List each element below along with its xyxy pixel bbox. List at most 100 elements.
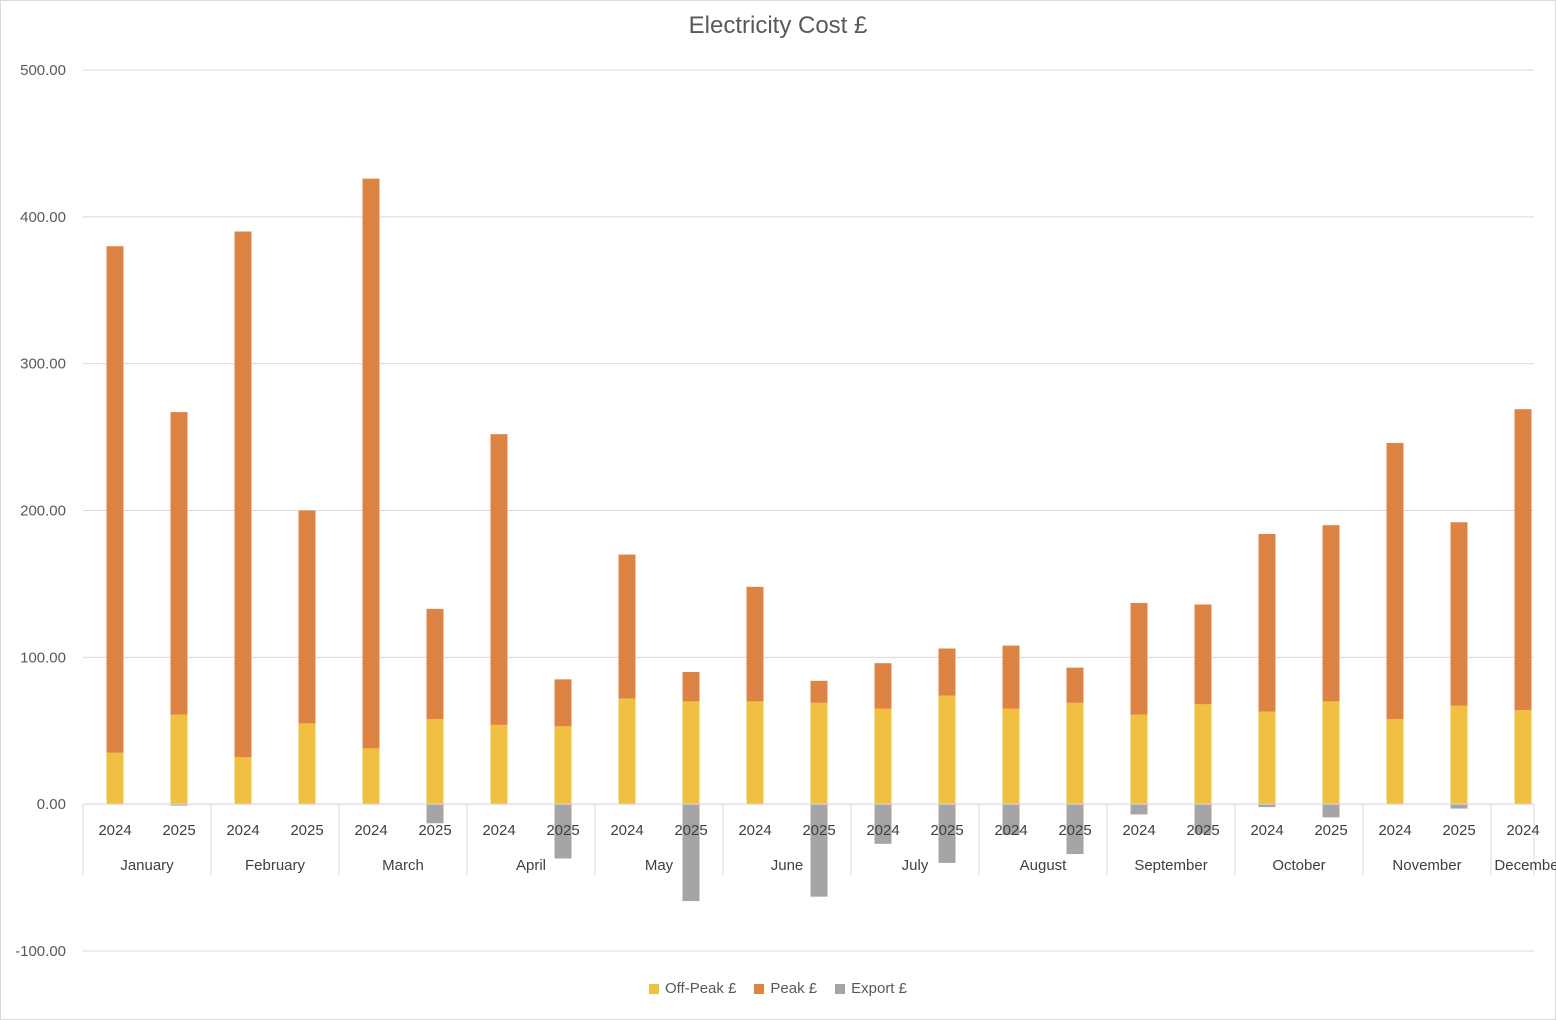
bar-off-peak	[1066, 702, 1084, 805]
y-tick-label: 200.00	[20, 503, 66, 520]
x-tick-label-month: April	[516, 857, 546, 874]
bar-off-peak	[1258, 711, 1276, 805]
bar-off-peak	[1386, 719, 1404, 805]
x-tick-label-month: September	[1134, 857, 1207, 874]
bar-peak	[682, 672, 700, 702]
bar-peak	[1258, 533, 1276, 712]
x-tick-label-month: October	[1272, 857, 1325, 874]
bar-export	[1194, 804, 1212, 834]
x-tick-label-month: March	[382, 857, 424, 874]
bar-peak	[1514, 409, 1532, 711]
bar-export	[1130, 804, 1148, 815]
y-tick-label: -100.00	[15, 943, 66, 960]
bar-export	[1066, 804, 1084, 855]
x-tick-label-month: July	[902, 857, 929, 874]
x-tick-label-year: 2025	[162, 822, 195, 839]
x-tick-label-year: 2025	[1442, 822, 1475, 839]
bar-peak	[362, 178, 380, 749]
x-tick-label-year: 2025	[290, 822, 323, 839]
bar-peak	[298, 510, 316, 724]
bar-export	[1450, 804, 1468, 809]
x-tick-label-month: August	[1020, 857, 1068, 874]
bar-off-peak	[618, 698, 636, 805]
y-tick-label: 300.00	[20, 356, 66, 373]
bar-peak	[426, 608, 444, 720]
bar-peak	[1386, 442, 1404, 720]
bar-peak	[106, 246, 124, 753]
chart-title: Electricity Cost £	[688, 12, 868, 39]
bar-export	[1322, 804, 1340, 818]
x-tick-label-year: 2024	[866, 822, 899, 839]
legend-item-off-peak: Off-Peak £	[648, 980, 736, 997]
x-tick-label-year: 2024	[1122, 822, 1155, 839]
x-tick-label-year: 2025	[418, 822, 451, 839]
x-tick-label-year: 2025	[1314, 822, 1347, 839]
bar-off-peak	[810, 702, 828, 805]
bar-off-peak	[1130, 714, 1148, 805]
bar-peak	[490, 434, 508, 725]
bar-export	[874, 804, 892, 844]
bar-off-peak	[1194, 704, 1212, 805]
x-tick-label-month: December	[1494, 857, 1556, 874]
x-tick-label-year: 2025	[1186, 822, 1219, 839]
bar-export	[426, 804, 444, 824]
bar-peak	[234, 231, 252, 758]
legend: Off-Peak £ Peak £ Export £	[0, 980, 1556, 997]
bar-peak	[874, 663, 892, 709]
legend-item-peak: Peak £	[754, 980, 817, 997]
x-tick-label-month: June	[771, 857, 804, 874]
x-tick-label-month: January	[120, 857, 174, 874]
bar-peak	[1322, 525, 1340, 702]
x-tick-label-year: 2024	[226, 822, 259, 839]
bar-peak	[1194, 604, 1212, 705]
legend-label-export: Export £	[851, 980, 907, 997]
bar-peak	[938, 648, 956, 696]
bar-export	[810, 804, 828, 897]
x-tick-label-year: 2024	[610, 822, 643, 839]
y-tick-label: 400.00	[20, 209, 66, 226]
x-tick-label-month: May	[645, 857, 674, 874]
bar-export	[170, 804, 188, 806]
bar-off-peak	[682, 701, 700, 805]
bar-off-peak	[874, 708, 892, 805]
bar-off-peak	[938, 695, 956, 805]
bar-peak	[554, 679, 572, 727]
bar-off-peak	[1514, 710, 1532, 805]
legend-swatch-peak	[754, 983, 765, 994]
x-tick-label-year: 2024	[738, 822, 771, 839]
bar-off-peak	[490, 724, 508, 805]
bar-off-peak	[362, 748, 380, 805]
x-tick-label-month: November	[1392, 857, 1461, 874]
x-tick-label-month: February	[245, 857, 306, 874]
x-tick-label-year: 2025	[674, 822, 707, 839]
bar-export	[1258, 804, 1276, 808]
bar-off-peak	[1002, 708, 1020, 805]
bar-peak	[810, 680, 828, 703]
x-tick-label-year: 2024	[354, 822, 387, 839]
x-tick-label-year: 2024	[1506, 822, 1539, 839]
plot-area: -100.00 0.00 100.00 200.00 300.00 400.00 500.0…	[15, 62, 1556, 960]
bar-off-peak	[106, 752, 124, 805]
bar-peak	[1066, 667, 1084, 703]
bar-off-peak	[234, 757, 252, 805]
bar-peak	[170, 412, 188, 715]
x-tick-label-year: 2024	[482, 822, 515, 839]
y-tick-label: 100.00	[20, 649, 66, 666]
x-tick-label-year: 2024	[994, 822, 1027, 839]
bar-peak	[746, 586, 764, 702]
y-tick-label: 0.00	[37, 796, 66, 813]
legend-item-export: Export £	[835, 980, 907, 997]
bar-peak	[618, 554, 636, 699]
legend-swatch-off-peak	[648, 983, 659, 994]
x-tick-label-year: 2025	[1058, 822, 1091, 839]
x-tick-label-year: 2024	[1378, 822, 1411, 839]
bar-export	[682, 804, 700, 902]
x-tick-label-year: 2025	[546, 822, 579, 839]
bar-off-peak	[170, 714, 188, 805]
legend-label-peak: Peak £	[770, 980, 818, 997]
bar-off-peak	[554, 726, 572, 805]
legend-swatch-export	[835, 983, 846, 994]
bar-peak	[1130, 603, 1148, 715]
bar-off-peak	[426, 719, 444, 805]
bar-peak	[1450, 522, 1468, 706]
